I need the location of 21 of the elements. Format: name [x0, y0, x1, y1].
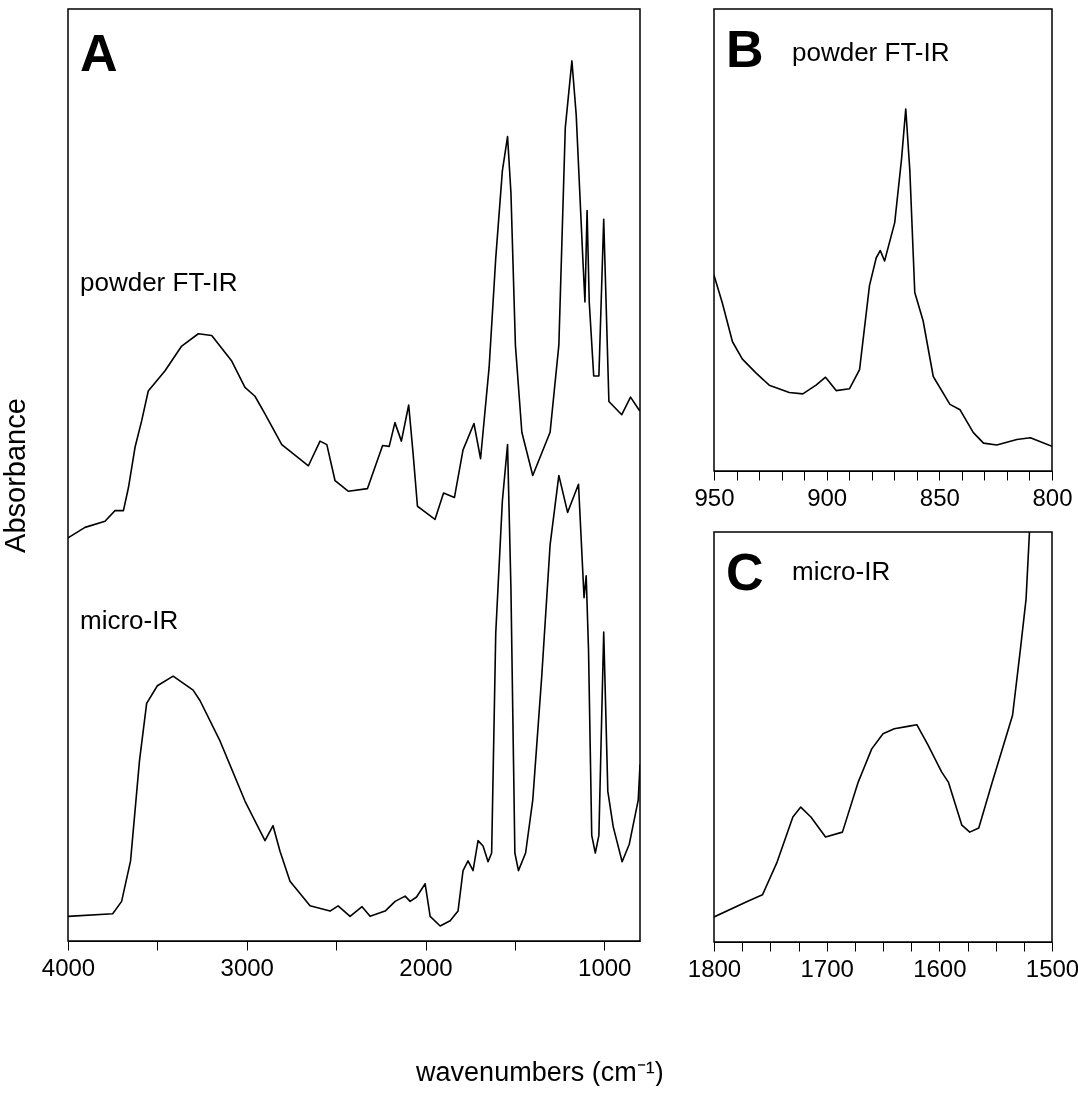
- annotation: A: [80, 24, 118, 82]
- x-tick-label: 2000: [399, 953, 453, 981]
- x-tick-label: 1600: [913, 954, 967, 982]
- x-tick-label: 1500: [1025, 954, 1078, 982]
- x-tick-label: 800: [1032, 483, 1073, 511]
- text: B: [726, 20, 764, 78]
- x-tick-label: 850: [919, 483, 960, 511]
- x-tick-label: 1000: [578, 953, 632, 981]
- x-axis-title: wavenumbers (cm⁻¹): [415, 1056, 664, 1087]
- x-tick-label: 1800: [687, 954, 742, 982]
- text: powder FT-IR: [792, 37, 950, 67]
- x-tick-label: 3000: [220, 953, 274, 981]
- x-tick-label: 4000: [41, 953, 96, 981]
- series-label: powder FT-IR: [80, 267, 238, 297]
- series-label: micro-IR: [80, 605, 179, 635]
- x-tick-label: 950: [694, 483, 735, 511]
- y-axis-title: Absorbance: [0, 398, 31, 553]
- text: micro-IR: [792, 556, 891, 586]
- x-tick-label: 1700: [800, 954, 854, 982]
- annotation: C: [726, 543, 764, 601]
- x-tick-label: 900: [807, 483, 848, 511]
